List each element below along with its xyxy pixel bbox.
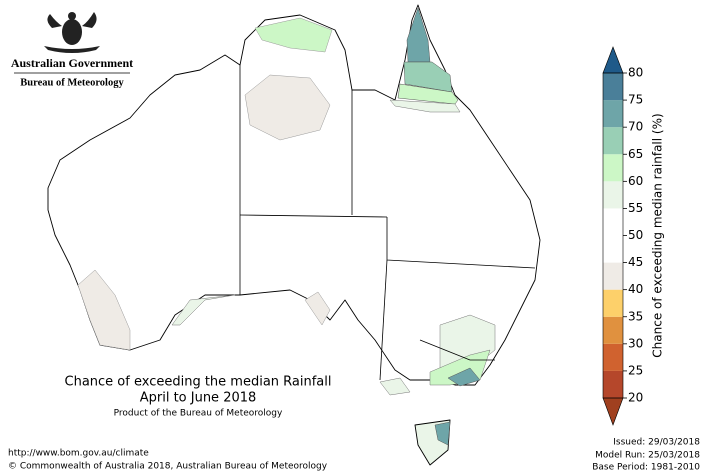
pale-green-region xyxy=(389,99,461,113)
teal-region xyxy=(434,421,451,446)
colorbar-band xyxy=(603,154,623,182)
colorbar-tick-label: 45 xyxy=(628,255,643,269)
colorbar-under xyxy=(602,397,624,426)
beige-region xyxy=(77,269,131,351)
colorbar-tick-label: 50 xyxy=(628,228,643,242)
map xyxy=(47,4,541,466)
colorbar-band xyxy=(603,100,623,128)
colorbar-tick-label: 25 xyxy=(628,363,643,377)
teal-region xyxy=(406,7,431,63)
colorbar-tick-label: 60 xyxy=(628,174,643,188)
colorbar-tick-label: 30 xyxy=(628,336,643,350)
agency: Bureau of Meteorology xyxy=(20,77,124,88)
colorbar-band xyxy=(603,208,623,236)
base-period: Base Period: 1981-2010 xyxy=(592,463,700,473)
teal-light-region xyxy=(403,61,453,93)
map-period: April to June 2018 xyxy=(140,391,257,406)
colorbar: 20 25 30 35 40 45 50 55 60 65 70 75 80 Chance of exce… xyxy=(602,46,665,426)
map-product: Product of the Bureau of Meteorology xyxy=(114,409,283,419)
colorbar-band xyxy=(603,370,623,398)
model-run: Model Run: 25/03/2018 xyxy=(595,451,700,461)
colorbar-band xyxy=(603,127,623,155)
footer-copyright: © Commonwealth of Australia 2018, Austra… xyxy=(8,462,328,472)
green-region xyxy=(254,17,333,53)
colorbar-band xyxy=(603,289,623,317)
colorbar-tick-label: 65 xyxy=(628,147,643,161)
colorbar-band xyxy=(603,73,623,101)
map-title: Chance of exceeding the median Rainfall xyxy=(65,375,332,390)
colorbar-tick-label: 80 xyxy=(628,66,643,80)
colorbar-band xyxy=(603,181,623,209)
colorbar-band xyxy=(603,262,623,290)
crest xyxy=(44,12,100,53)
colorbar-tick-label: 20 xyxy=(628,391,643,405)
colorbar-band xyxy=(603,316,623,344)
colorbar-over xyxy=(602,46,624,74)
beige-region xyxy=(244,74,331,141)
beige-region xyxy=(304,291,331,326)
colorbar-band xyxy=(603,343,623,371)
teal-region xyxy=(447,367,481,387)
pale-green-region xyxy=(379,377,411,396)
state-borders xyxy=(239,65,536,381)
colorbar-tick-label: 40 xyxy=(628,282,643,296)
colorbar-tick-label: 55 xyxy=(628,201,643,215)
colorbar-tick-label: 35 xyxy=(628,309,643,323)
pale-green-region xyxy=(171,294,236,326)
issued: Issued: 29/03/2018 xyxy=(613,438,700,448)
colorbar-label: Chance of exceeding median rainfall (%) xyxy=(651,113,665,357)
colorbar-tick-label: 75 xyxy=(628,93,643,107)
government: Australian Government xyxy=(11,56,133,70)
footer-url: http://www.bom.gov.au/climate xyxy=(8,449,149,459)
green-region xyxy=(397,83,459,105)
colorbar-band xyxy=(603,235,623,263)
colorbar-tick-label: 70 xyxy=(628,120,643,134)
